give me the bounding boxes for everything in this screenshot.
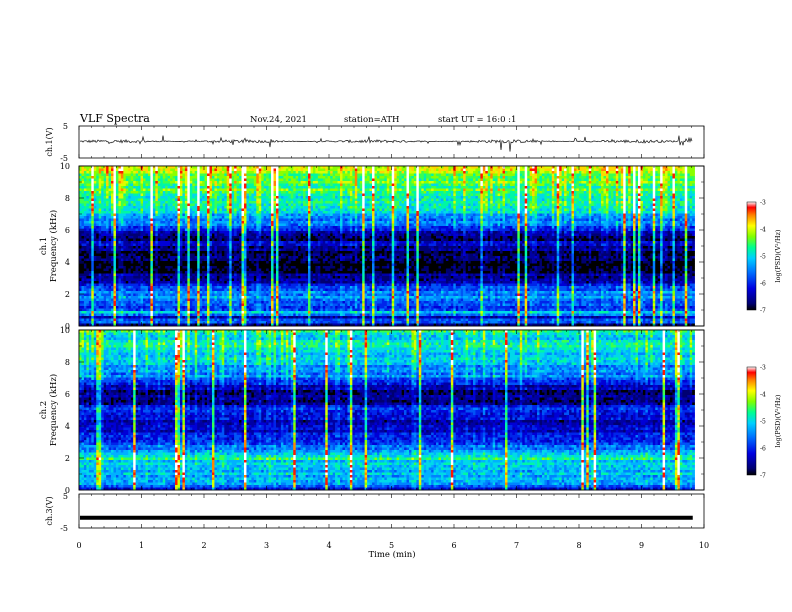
- colorbar-tick-label: -3: [760, 200, 766, 207]
- x-tick-label: 4: [326, 541, 331, 550]
- spec-ytick-label: 6: [65, 390, 70, 399]
- ch1-colorbar-label: log(PSD)(V²/Hz): [774, 229, 782, 282]
- x-tick-labels: 0 1 2 3 4 5 6 7 8 9 10: [76, 541, 709, 550]
- ch3-frame: [79, 494, 704, 528]
- spec-ytick-label: 2: [65, 454, 70, 463]
- colorbar-tick-label: -7: [760, 473, 766, 480]
- x-tick-label: 0: [76, 541, 81, 550]
- x-tick-label: 3: [264, 541, 269, 550]
- spec-ytick-label: 10: [60, 162, 70, 171]
- ch1-ylabel: ch.1(V): [45, 127, 54, 156]
- ch1-ytick-top: 5: [63, 122, 68, 131]
- x-axis-label: Time (min): [368, 549, 415, 560]
- spec-ytick-label: 10: [60, 326, 70, 335]
- colorbar-tick-label: -5: [760, 254, 766, 261]
- ch1-ticks: [79, 126, 704, 158]
- colorbar-tick-label: -6: [760, 281, 766, 288]
- ch1-colorbar: [747, 202, 756, 310]
- spec-ytick-label: 8: [65, 358, 70, 367]
- x-tick-label: 6: [451, 541, 456, 550]
- colorbar-tick-label: -6: [760, 446, 766, 453]
- x-tick-label: 7: [514, 541, 519, 550]
- spec-ytick-label: 4: [65, 258, 70, 267]
- ch2-spec-channel-label: ch.2: [39, 401, 49, 419]
- ch1-colorbar-ticks: -3 -4 -5 -6 -7: [760, 200, 766, 315]
- date-label: Nov.24, 2021: [250, 115, 307, 125]
- ch1-spec-channel-label: ch.1: [39, 237, 49, 255]
- x-tick-label: 9: [639, 541, 644, 550]
- colorbar-tick-label: -4: [760, 227, 766, 234]
- ch2-spectrogram-cells: [79, 330, 695, 490]
- spec-ytick-label: 6: [65, 226, 70, 235]
- x-tick-label: 8: [576, 541, 581, 550]
- colorbar-tick-label: -3: [760, 365, 766, 372]
- ch1-panel: 5 -5 ch.1(V): [45, 122, 704, 163]
- ch3-ytick-top: 5: [63, 492, 68, 501]
- ch1-spec-ylabel: Frequency (kHz): [48, 210, 59, 282]
- x-tick-label: 2: [201, 541, 206, 550]
- spec-ytick-label: 8: [65, 194, 70, 203]
- x-tick-label: 1: [139, 541, 144, 550]
- spec-ytick-label: 2: [65, 290, 70, 299]
- station-label: station=ATH: [344, 115, 399, 125]
- ch1-frame: [79, 126, 704, 158]
- ch2-colorbar-ticks: -3 -4 -5 -6 -7: [760, 365, 766, 480]
- colorbar-tick-label: -5: [760, 419, 766, 426]
- start-time-label: start UT = 16:0 :1: [438, 115, 516, 125]
- ch1-spectrogram-cells: [79, 166, 695, 326]
- colorbar-tick-label: -4: [760, 392, 766, 399]
- ch3-ylabel: ch.3(V): [45, 496, 54, 525]
- ch3-ytick-bottom: -5: [60, 524, 68, 533]
- colorbar-tick-label: -7: [760, 308, 766, 315]
- figure-title: VLF Spectra: [79, 112, 150, 125]
- x-tick-label: 10: [699, 541, 709, 550]
- ch1-waveform-line: [80, 136, 692, 152]
- spec-ytick-label: 4: [65, 422, 70, 431]
- x-tick-label: 5: [389, 541, 394, 550]
- ch2-colorbar-label: log(PSD)(V²/Hz): [774, 394, 782, 447]
- ch2-colorbar: [747, 367, 756, 475]
- ch2-spec-ylabel: Frequency (kHz): [48, 374, 59, 446]
- ch3-ticks: [79, 494, 704, 528]
- ch3-panel: 5 -5 ch.3(V) 0 1 2 3 4 5 6 7 8 9 10 Time (min): [45, 492, 709, 560]
